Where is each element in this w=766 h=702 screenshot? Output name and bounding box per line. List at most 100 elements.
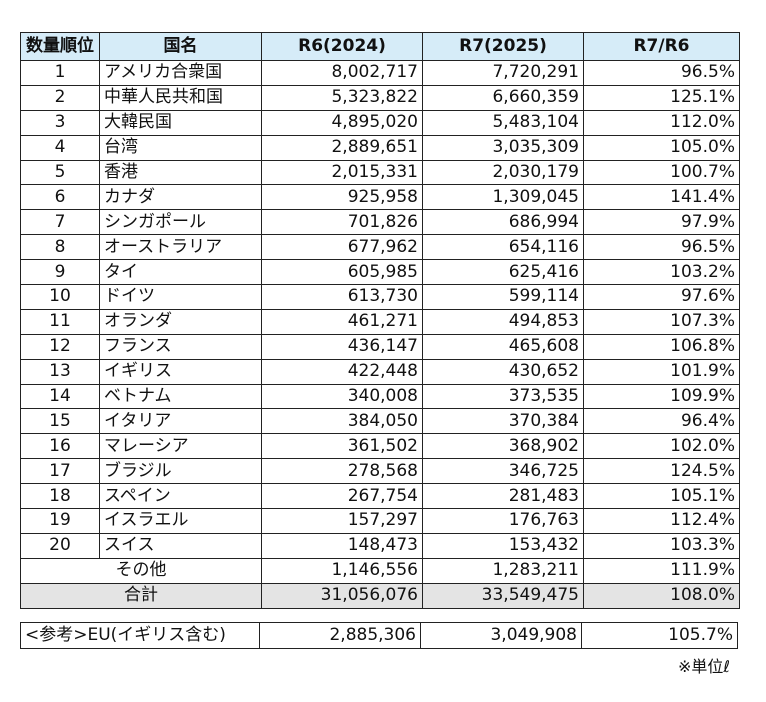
header-country: 国名	[99, 32, 262, 61]
cell-ratio: 100.7%	[583, 159, 740, 186]
cell-r7: 346,725	[422, 458, 584, 485]
cell-r7: 7,720,291	[422, 60, 584, 86]
cell-r6: 422,448	[261, 358, 423, 385]
cell-country: 中華人民共和国	[99, 84, 262, 111]
cell-rank: 11	[20, 308, 100, 335]
cell-r6: 148,473	[261, 532, 423, 559]
cell-r6: 925,958	[261, 184, 423, 211]
cell-rank: 2	[20, 84, 100, 111]
cell-r7: 6,660,359	[422, 84, 584, 111]
cell-r6: 340,008	[261, 383, 423, 410]
cell-r6: 8,002,717	[261, 60, 423, 86]
cell-rank: 8	[20, 234, 100, 261]
cell-ratio: 105.1%	[583, 483, 740, 510]
table-row: 5 香港 2,015,331 2,030,179 100.7%	[20, 159, 740, 186]
cell-r7: 465,608	[422, 333, 584, 360]
cell-r7: 281,483	[422, 483, 584, 510]
cell-rank: 4	[20, 134, 100, 161]
total-r7: 33,549,475	[422, 582, 584, 609]
table-row: 8 オーストラリア 677,962 654,116 96.5%	[20, 234, 740, 261]
cell-r7: 3,035,309	[422, 134, 584, 161]
table-row: 13 イギリス 422,448 430,652 101.9%	[20, 358, 740, 385]
cell-country: イタリア	[99, 408, 262, 435]
table-row: 11 オランダ 461,271 494,853 107.3%	[20, 308, 740, 335]
cell-country: オーストラリア	[99, 234, 262, 261]
cell-country: アメリカ合衆国	[99, 60, 262, 86]
cell-r6: 267,754	[261, 483, 423, 510]
cell-country: ベトナム	[99, 383, 262, 410]
cell-country: ブラジル	[99, 458, 262, 485]
cell-r7: 430,652	[422, 358, 584, 385]
other-ratio: 111.9%	[583, 557, 740, 584]
cell-r6: 4,895,020	[261, 109, 423, 136]
cell-r7: 599,114	[422, 284, 584, 310]
cell-ratio: 125.1%	[583, 84, 740, 111]
cell-ratio: 124.5%	[583, 458, 740, 485]
other-label: その他	[20, 557, 262, 584]
cell-rank: 9	[20, 259, 100, 286]
unit-note: ※単位ℓ	[677, 657, 730, 676]
cell-country: 香港	[99, 159, 262, 186]
cell-ratio: 96.4%	[583, 408, 740, 435]
header-row: 数量順位 国名 R6(2024) R7(2025) R7/R6	[20, 32, 740, 61]
reference-row: <参考>EU(イギリス含む) 2,885,306 3,049,908 105.7…	[20, 622, 738, 649]
cell-rank: 19	[20, 508, 100, 534]
table-row: 18 スペイン 267,754 281,483 105.1%	[20, 483, 740, 510]
other-row: その他 1,146,556 1,283,211 111.9%	[20, 557, 740, 584]
reference-r6: 2,885,306	[259, 622, 421, 649]
table-row: 10 ドイツ 613,730 599,114 97.6%	[20, 284, 740, 310]
cell-r6: 605,985	[261, 259, 423, 286]
cell-country: タイ	[99, 259, 262, 286]
cell-r7: 494,853	[422, 308, 584, 335]
cell-ratio: 141.4%	[583, 184, 740, 211]
cell-r7: 153,432	[422, 532, 584, 559]
header-r7: R7(2025)	[422, 32, 584, 61]
cell-r6: 701,826	[261, 209, 423, 236]
table-row: 16 マレーシア 361,502 368,902 102.0%	[20, 433, 740, 460]
total-r6: 31,056,076	[261, 582, 423, 609]
cell-r7: 5,483,104	[422, 109, 584, 136]
cell-r6: 361,502	[261, 433, 423, 460]
reference-table: <参考>EU(イギリス含む) 2,885,306 3,049,908 105.7…	[20, 622, 738, 649]
cell-r7: 176,763	[422, 508, 584, 534]
cell-country: イギリス	[99, 358, 262, 385]
table-row: 9 タイ 605,985 625,416 103.2%	[20, 259, 740, 286]
cell-rank: 17	[20, 458, 100, 485]
total-row: 合計 31,056,076 33,549,475 108.0%	[20, 582, 740, 609]
table-row: 4 台湾 2,889,651 3,035,309 105.0%	[20, 134, 740, 161]
cell-r7: 686,994	[422, 209, 584, 236]
table-row: 6 カナダ 925,958 1,309,045 141.4%	[20, 184, 740, 211]
cell-country: スイス	[99, 532, 262, 559]
cell-ratio: 96.5%	[583, 60, 740, 86]
cell-country: シンガポール	[99, 209, 262, 236]
cell-rank: 14	[20, 383, 100, 410]
cell-ratio: 109.9%	[583, 383, 740, 410]
cell-rank: 5	[20, 159, 100, 186]
cell-rank: 1	[20, 60, 100, 86]
cell-ratio: 106.8%	[583, 333, 740, 360]
cell-rank: 7	[20, 209, 100, 236]
cell-ratio: 97.9%	[583, 209, 740, 236]
cell-country: 大韓民国	[99, 109, 262, 136]
reference-label: <参考>EU(イギリス含む)	[20, 622, 260, 649]
cell-rank: 18	[20, 483, 100, 510]
other-r7: 1,283,211	[422, 557, 584, 584]
cell-r7: 373,535	[422, 383, 584, 410]
cell-r7: 368,902	[422, 433, 584, 460]
cell-r7: 2,030,179	[422, 159, 584, 186]
table-row: 12 フランス 436,147 465,608 106.8%	[20, 333, 740, 360]
reference-ratio: 105.7%	[581, 622, 738, 649]
cell-r6: 5,323,822	[261, 84, 423, 111]
cell-rank: 15	[20, 408, 100, 435]
cell-country: スペイン	[99, 483, 262, 510]
table-row: 3 大韓民国 4,895,020 5,483,104 112.0%	[20, 109, 740, 136]
cell-ratio: 103.2%	[583, 259, 740, 286]
cell-rank: 3	[20, 109, 100, 136]
table-row: 17 ブラジル 278,568 346,725 124.5%	[20, 458, 740, 485]
import-ranking-table: 数量順位 国名 R6(2024) R7(2025) R7/R6 1 アメリカ合衆国…	[20, 32, 740, 609]
cell-country: カナダ	[99, 184, 262, 211]
table-row: 19 イスラエル 157,297 176,763 112.4%	[20, 508, 740, 534]
cell-country: 台湾	[99, 134, 262, 161]
cell-r7: 654,116	[422, 234, 584, 261]
cell-country: マレーシア	[99, 433, 262, 460]
